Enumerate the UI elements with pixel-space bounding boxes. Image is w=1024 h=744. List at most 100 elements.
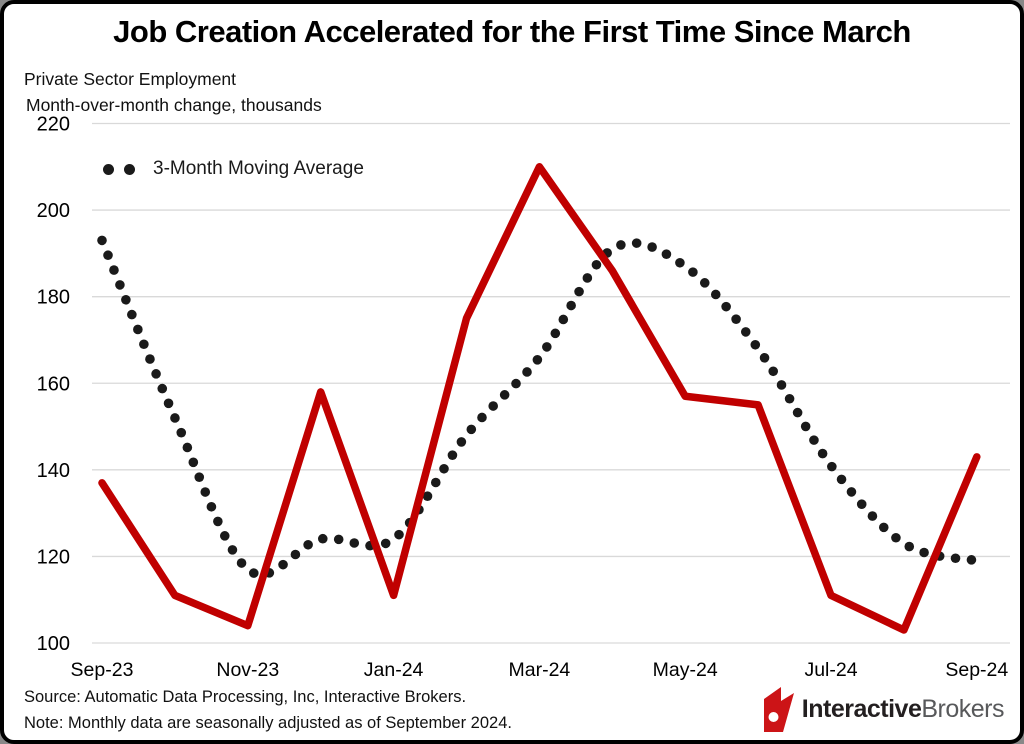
moving-average-dot: [139, 339, 149, 350]
moving-average-dot: [213, 516, 223, 527]
x-axis-tick-label: Nov-23: [216, 659, 279, 681]
moving-average-dot: [488, 401, 498, 411]
moving-average-dot: [550, 328, 561, 339]
interactive-brokers-logo: Interactive Brokers: [762, 686, 1004, 732]
legend-dot-icon: [103, 163, 114, 175]
moving-average-dot: [163, 398, 174, 409]
moving-average-dot: [904, 541, 915, 552]
moving-average-dot: [721, 301, 731, 312]
moving-average-dot: [661, 249, 672, 259]
moving-average-dot: [800, 421, 811, 432]
chart-subtitle-line1: Private Sector Employment: [24, 69, 237, 89]
y-axis-tick-label: 180: [37, 287, 70, 309]
moving-average-dot: [776, 380, 787, 390]
moving-average-guide-path: [102, 240, 977, 574]
moving-average-dot: [688, 267, 698, 277]
moving-average-dot: [176, 427, 187, 438]
moving-average-dot: [731, 314, 741, 324]
moving-average-dot: [97, 235, 107, 246]
x-axis-tick-label: Sep-23: [71, 659, 134, 681]
moving-average-dot: [631, 238, 642, 248]
moving-average-dot: [522, 367, 532, 377]
moving-average-dot: [878, 522, 889, 533]
moving-average-dot: [349, 538, 360, 548]
moving-average-dot: [206, 501, 217, 512]
note-text: Note: Monthly data are seasonally adjust…: [24, 714, 512, 732]
moving-average-dot: [145, 354, 155, 364]
x-axis-tick-label: Sep-24: [945, 659, 1008, 681]
moving-average-dot: [194, 472, 205, 482]
moving-average-dot: [675, 257, 685, 268]
moving-average-dot: [740, 327, 751, 337]
moving-average-dot: [133, 324, 143, 335]
moving-average-dot: [466, 424, 477, 435]
y-axis-tick-label: 100: [37, 633, 70, 655]
moving-average-dot: [856, 499, 867, 509]
moving-average-dot: [846, 487, 857, 497]
moving-average-dot: [966, 555, 977, 565]
source-text: Source: Automatic Data Processing, Inc, …: [24, 688, 467, 706]
employment-change-line: [98, 163, 981, 634]
x-axis-tick-label: May-24: [653, 659, 718, 681]
chart-subtitle-line2: Month-over-month change, thousands: [26, 95, 322, 115]
moving-average-dot: [200, 487, 211, 497]
moving-average-dot: [867, 511, 878, 521]
moving-average-dot: [710, 289, 721, 300]
moving-average-dot: [591, 259, 602, 270]
moving-average-dot: [759, 353, 770, 363]
moving-average-dot: [836, 474, 847, 485]
moving-average-dot: [768, 366, 779, 377]
moving-average-dot: [784, 393, 795, 404]
moving-average-dot: [115, 280, 125, 290]
moving-average-dot: [511, 378, 521, 389]
x-axis-tick-label: Jul-24: [804, 659, 857, 681]
moving-average-dots: [97, 235, 977, 578]
moving-average-dot: [394, 529, 404, 540]
moving-average-dot: [582, 273, 593, 283]
moving-average-dot: [278, 559, 288, 570]
moving-average-dot: [430, 477, 441, 488]
moving-average-dot: [219, 531, 230, 541]
moving-average-dot: [317, 533, 328, 544]
moving-average-dot: [157, 383, 168, 394]
moving-average-dot: [303, 539, 313, 550]
moving-average-dot: [499, 390, 510, 400]
moving-average-dot: [817, 448, 828, 459]
legend-label: 3-Month Moving Average: [153, 158, 364, 179]
y-axis-tick-label: 220: [37, 114, 70, 136]
moving-average-dot: [188, 457, 199, 468]
y-axis-tick-label: 120: [37, 546, 70, 568]
moving-average-dot: [456, 437, 467, 447]
moving-average-dot: [121, 294, 131, 305]
moving-average-dot: [919, 547, 929, 558]
moving-average-dot: [792, 407, 803, 418]
moving-average-dot: [109, 265, 119, 275]
chart-title: Job Creation Accelerated for the First T…: [113, 14, 911, 49]
moving-average-dot: [574, 286, 584, 297]
moving-average-dot: [103, 250, 113, 261]
moving-average-dot: [750, 339, 761, 350]
legend-dot-icon: [124, 163, 135, 175]
logo-text-bold: Interactive: [801, 694, 922, 723]
y-axis-tick-label: 200: [37, 200, 70, 222]
interactive-brokers-logo-icon: [763, 687, 794, 732]
moving-average-dot: [290, 549, 301, 560]
moving-average-dot: [532, 355, 543, 365]
moving-average-dot: [227, 545, 238, 555]
moving-average-dot: [950, 553, 961, 564]
moving-average-dot: [236, 558, 247, 568]
moving-average-dot: [566, 300, 576, 311]
moving-average-dot: [809, 435, 819, 445]
moving-average-dot: [182, 442, 193, 453]
y-axis-tick-label: 140: [37, 460, 70, 482]
moving-average-dot: [447, 450, 458, 460]
moving-average-dot: [170, 413, 180, 423]
moving-average-dot: [422, 491, 433, 501]
moving-average-dot: [647, 242, 657, 252]
moving-average-dot: [380, 538, 391, 549]
moving-average-dot: [699, 278, 710, 288]
chart-canvas: 100 120 140 160 180 200 220 Sep-23 Nov-23 Jan-24 M…: [37, 114, 1010, 681]
moving-average-dot: [891, 532, 901, 543]
legend-moving-average: 3-Month Moving Average: [103, 158, 364, 180]
